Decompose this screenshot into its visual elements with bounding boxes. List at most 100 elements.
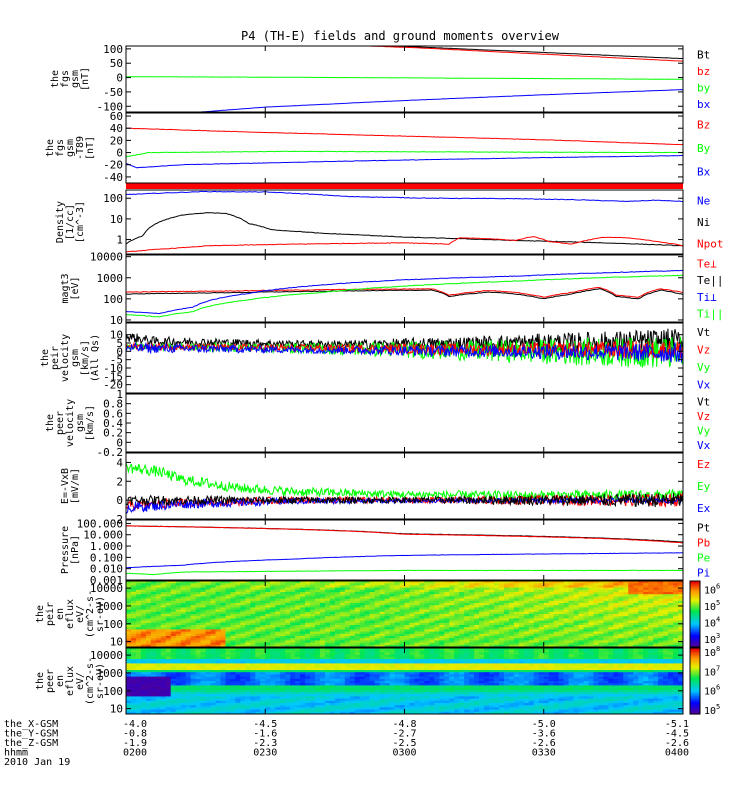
spectrogram-cell [215,644,222,647]
spectrogram-cell [598,607,605,611]
spectrogram-cell [185,672,192,675]
spectrogram-cell [165,585,172,589]
spectrogram-cell [165,654,172,658]
spectrogram-cell [200,594,207,597]
spectrogram-cell [563,587,570,591]
spectrogram-cell [449,642,455,646]
spectrogram-cell [210,587,217,591]
spectrogram-cell [220,683,227,686]
spectrogram-cell [155,607,162,611]
spectrogram-cell [578,638,585,641]
spectrogram-cell [459,585,465,589]
spectrogram-cell [464,633,470,637]
spectrogram-cell [653,589,659,593]
spectrogram-cell [230,674,237,678]
spectrogram-cell [135,583,142,586]
spectrogram-cell [653,592,659,595]
spectrogram-cell [155,583,162,586]
spectrogram-cell [285,592,291,595]
spectrogram-cell [668,587,674,591]
spectrogram-cell [270,648,276,651]
spectrogram-cell [369,622,376,626]
spectrogram-cell [155,594,162,597]
spectrogram-cell [479,620,485,624]
spectrogram-cell [126,600,132,604]
spectrogram-cell [225,605,232,608]
spectrogram-cell [613,609,619,613]
spectrogram-cell [175,707,182,711]
spectrogram-cell [329,589,336,593]
spectrogram-cell [563,640,570,644]
spectrogram-cell [608,600,614,604]
spectrogram-cell [399,622,406,626]
spectrogram-cell [528,627,535,630]
spectrogram-cell [489,627,495,630]
spectrogram-cell [260,633,266,637]
spectrogram-cell [633,592,639,595]
spectrogram-cell [439,625,445,628]
spectrogram-cell [678,644,683,647]
spectrogram-cell [538,594,545,597]
spectrogram-cell [498,618,505,622]
spectrogram-cell [623,622,629,626]
spectrogram-cell [130,656,137,660]
spectrogram-cell [319,581,326,584]
spectrogram-cell [508,611,515,615]
spectrogram-cell [240,650,246,653]
spectrogram-cell [618,616,624,619]
spectrogram-cell [230,581,237,584]
spectrogram-cell [230,625,237,628]
spectrogram-cell [135,698,142,702]
spectrogram-cell [215,583,222,586]
spectrogram-cell [290,654,296,658]
spectrogram-cell [454,629,460,633]
spectrogram-cell [319,683,326,686]
spectrogram-cell [305,642,311,646]
spectrogram-cell [658,625,664,628]
spectrogram-cell [414,600,421,604]
spectrogram-cell [255,700,261,704]
spectrogram-cell [185,636,192,639]
spectrogram-cell [389,627,396,630]
spectrogram-cell [280,687,286,691]
spectrogram-cell [364,622,371,626]
spectrogram-cell [265,652,271,656]
spectrogram-cell [494,631,500,635]
spectrogram-cell [389,616,396,619]
spectrogram-cell [210,640,217,644]
spectrogram-cell [508,589,515,593]
spectrogram-cell [484,631,490,635]
spectrogram-cell [170,698,177,702]
spectrogram-cell [260,694,266,697]
spectrogram-cell [354,611,361,615]
spectrogram-cell [568,589,575,593]
spectrogram-cell [305,698,311,702]
spectrogram-cell [230,622,237,626]
spectrogram-cell [319,605,326,608]
spectrogram-cell [260,598,266,602]
spectrogram-cell [175,687,182,691]
spectrogram-cell [623,587,629,591]
spectrogram-cell [508,625,515,628]
spectrogram-cell [250,585,256,589]
spectrogram-cell [314,692,321,695]
spectrogram-cell [260,616,266,619]
spectrogram-cell [563,631,570,635]
spectrogram-cell [295,696,301,700]
spectrogram-cell [300,629,306,633]
spectrogram-cell [553,603,560,606]
spectrogram-cell [658,633,664,637]
spectrogram-cell [305,667,311,671]
spectrogram-cell [285,707,291,711]
spectrogram-cell [300,672,306,675]
spectrogram-cell [474,594,480,597]
spectrogram-cell [543,625,550,628]
spectrogram-cell [469,583,475,586]
spectrogram-cell [230,589,237,593]
spectrogram-cell [498,638,505,641]
spectrogram-cell [339,598,346,602]
spectrogram-cell [235,603,241,606]
spectrogram-cell [469,625,475,628]
spectrogram-cell [543,583,550,586]
spectrogram-cell [205,672,212,675]
